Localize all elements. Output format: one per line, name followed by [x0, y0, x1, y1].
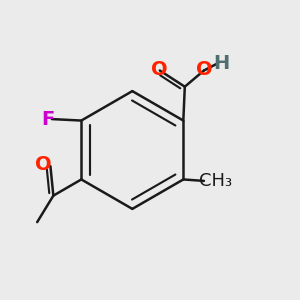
- Text: F: F: [42, 110, 55, 129]
- Text: O: O: [35, 155, 51, 174]
- Text: H: H: [213, 54, 229, 73]
- Text: O: O: [152, 59, 168, 79]
- Text: O: O: [196, 59, 212, 79]
- Text: CH₃: CH₃: [199, 172, 232, 190]
